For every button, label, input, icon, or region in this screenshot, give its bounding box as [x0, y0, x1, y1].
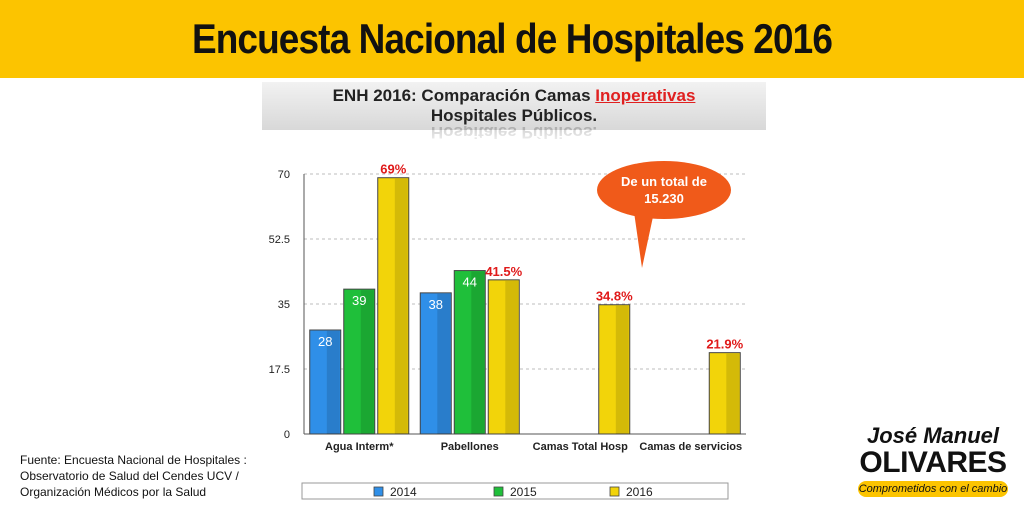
data-label-2016: 21.9%: [706, 337, 743, 352]
chart-title-line2: Hospitales Públicos.: [430, 106, 598, 125]
annotation-line-2: 15.230: [644, 191, 684, 206]
x-category-label: Pabellones: [441, 441, 499, 453]
data-label-2016: 34.8%: [596, 289, 633, 304]
bar-shade: [505, 280, 519, 434]
data-label-2014: 28: [318, 334, 332, 349]
annotation-bubble: [597, 161, 731, 219]
brand-first-name: José Manuel: [866, 423, 1000, 448]
chart-title-line1: ENH 2016: Comparación Camas Inoperativas: [262, 86, 766, 106]
brand-tagline: Comprometidos con el cambio: [858, 481, 1008, 497]
x-category-label: Camas Total Hosp: [533, 441, 628, 453]
chart-title-panel: [262, 82, 766, 130]
bar-shade: [360, 290, 374, 434]
bar-2016: [708, 352, 741, 435]
annotation-pointer: [634, 212, 654, 268]
bar-2016: [598, 304, 631, 435]
legend-box: [301, 482, 729, 500]
bar-shade: [471, 271, 485, 434]
legend-label-2015: 2015: [510, 485, 537, 499]
source-note: Fuente: Encuesta Nacional de Hospitales …: [20, 452, 260, 500]
reflection-fade: [262, 130, 766, 150]
y-tick-label: 35: [278, 299, 290, 311]
bar-chart: 0 17.5 35 52.5 70 28 39 69% Agua Interm* 38 44 41.5…: [269, 161, 746, 500]
bar-shade: [394, 178, 408, 434]
bar-2014: [419, 292, 452, 435]
source-line-1: Fuente: Encuesta Nacional de Hospitales …: [20, 453, 247, 467]
source-line-2: Observatorio de Salud del Cendes UCV /: [20, 469, 239, 483]
data-label-2016: 69%: [380, 162, 406, 177]
chart-title-prefix: ENH 2016: Comparación Camas: [332, 86, 596, 105]
bar-shade: [437, 293, 451, 434]
y-tick-label: 0: [284, 429, 290, 441]
legend-label-2014: 2014: [390, 485, 417, 499]
bar-2015: [343, 288, 376, 435]
chart-title-highlight: Inoperativas: [595, 86, 696, 105]
y-tick-label: 17.5: [269, 364, 290, 376]
bar-shade: [326, 331, 340, 434]
legend-swatch-2014: [373, 486, 384, 497]
bar-shade: [726, 353, 740, 434]
bar-2016: [377, 177, 410, 435]
y-tick-label: 70: [278, 169, 290, 181]
bar-2015: [453, 270, 486, 435]
legend-swatch-2016: [609, 486, 620, 497]
data-label-2016: 41.5%: [485, 264, 522, 279]
bar-2014: [309, 329, 342, 435]
annotation-line-1: De un total de: [621, 174, 707, 189]
legend-swatch-2015: [493, 486, 504, 497]
data-label-2014: 38: [429, 297, 443, 312]
x-category-label: Camas de servicios: [639, 441, 742, 453]
page-title: Encuesta Nacional de Hospitales 2016: [191, 15, 833, 62]
brand-logo: José Manuel OLIVARES Comprometidos con e…: [858, 424, 1008, 497]
data-label-2015: 39: [352, 293, 366, 308]
data-label-2015: 44: [463, 275, 477, 290]
legend-label-2016: 2016: [626, 485, 653, 499]
bar-shade: [615, 305, 629, 434]
brand-last-name: OLIVARES: [859, 446, 1007, 479]
y-tick-label: 52.5: [269, 234, 290, 246]
x-category-label: Agua Interm*: [325, 441, 394, 453]
source-line-3: Organización Médicos por la Salud: [20, 485, 207, 499]
header-banner: [0, 0, 1024, 78]
bar-2016: [487, 279, 520, 435]
